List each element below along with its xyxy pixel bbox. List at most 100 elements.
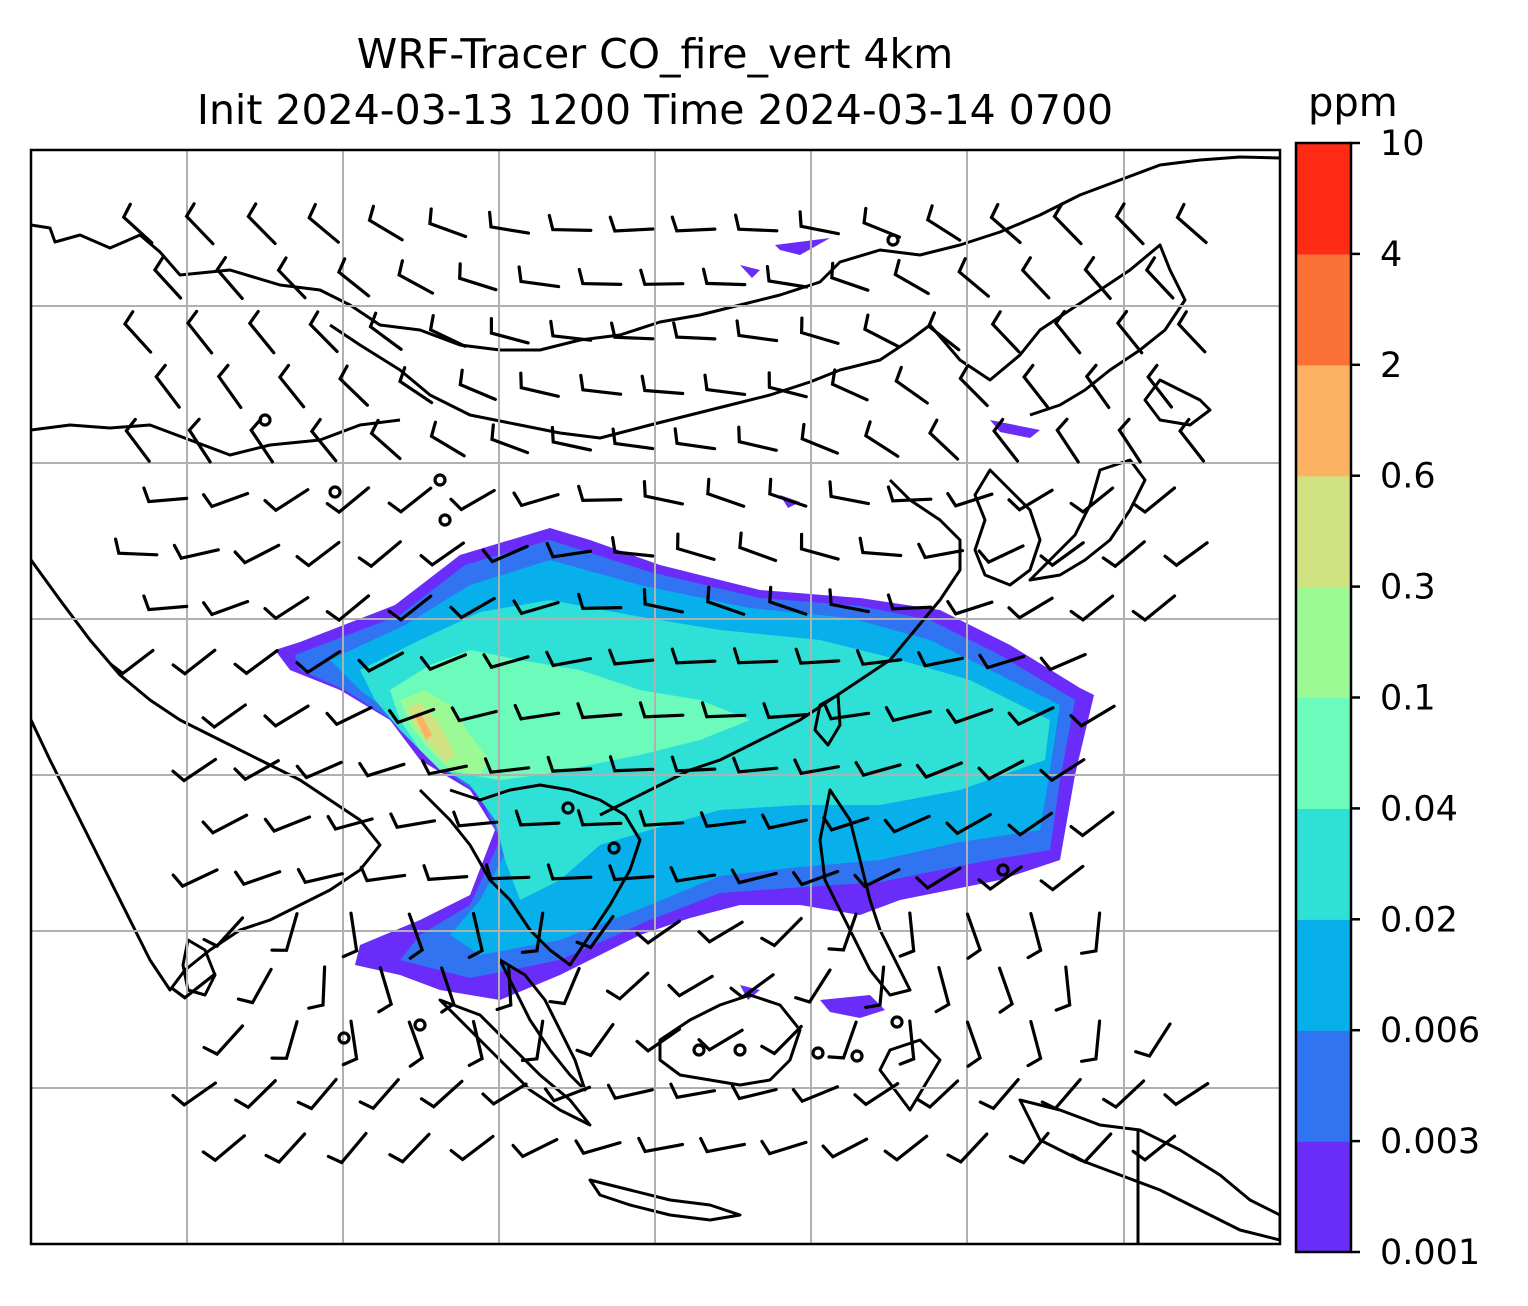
wind-barb [277, 363, 306, 409]
wind-barb [234, 1079, 277, 1110]
wind-barb [765, 265, 809, 289]
wind-barb [1008, 1131, 1050, 1165]
wind-barb [638, 809, 685, 827]
wind-barb [172, 543, 220, 561]
wind-barb [827, 912, 858, 952]
wind-barb [916, 1079, 960, 1110]
wind-barb [821, 1137, 869, 1159]
wind-barb [490, 423, 530, 455]
wind-barb [545, 650, 593, 668]
wind-barb [957, 257, 990, 298]
wind-barb [1039, 864, 1085, 892]
calm-wind-circle [692, 1043, 706, 1057]
wind-barb [546, 755, 593, 773]
wind-barb [513, 703, 561, 721]
wind-barb [697, 920, 744, 944]
wind-barb [997, 966, 1015, 1014]
calm-wind-circle [337, 1031, 351, 1045]
wind-barb [388, 707, 436, 725]
wind-barb [489, 317, 530, 345]
wind-barb [1083, 256, 1112, 300]
wind-barb [760, 916, 803, 948]
wind-barb [481, 1082, 528, 1106]
wind-barb [737, 425, 778, 452]
wind-barb [768, 477, 808, 508]
wind-barb [511, 1138, 559, 1159]
wind-barb [270, 912, 299, 952]
wind-barb [735, 319, 779, 343]
wind-barb [917, 651, 964, 668]
wind-barb [886, 485, 933, 503]
coastline-sulawesi [878, 1038, 942, 1112]
wind-barb [1080, 911, 1102, 955]
wind-barb [732, 756, 779, 774]
wind-barb [428, 207, 468, 239]
wind-barb [548, 966, 581, 1006]
wind-barb [1007, 811, 1054, 837]
wind-barb [1070, 1132, 1113, 1164]
wind-barb [732, 647, 779, 665]
wind-barb [440, 966, 456, 1014]
wind-barb [830, 261, 870, 292]
wind-barb [358, 1078, 400, 1111]
wind-barb [1069, 594, 1115, 622]
wind-barb [1144, 256, 1175, 300]
wind-barb [635, 919, 681, 945]
wind-barb [827, 1020, 858, 1060]
wind-barb [1054, 965, 1072, 1012]
colorbar: 0.001 0.003 0.006 0.02 0.04 0.1 0.3 0.6 2 4 10 [1294, 124, 1480, 1273]
colorbar-tick-label: 0.001 [1380, 1233, 1480, 1273]
wind-barb [421, 759, 468, 776]
wind-barb [263, 815, 312, 833]
calm-wind-circle [328, 485, 342, 499]
wind-barb [488, 210, 531, 235]
wind-barb [706, 477, 746, 508]
wind-barb [458, 368, 497, 401]
wind-barb [734, 213, 779, 233]
wind-barb [276, 256, 307, 300]
wind-barb [495, 965, 513, 1012]
wind-barb [1178, 417, 1206, 463]
wind-barb [429, 420, 466, 458]
wind-barb [853, 868, 901, 889]
coastline-new-guinea [1018, 1098, 1280, 1242]
wind-barb [925, 204, 962, 242]
wind-barb [1007, 596, 1054, 620]
wind-barb [977, 544, 1025, 565]
wind-barb [520, 1019, 545, 1062]
wind-barb [946, 708, 994, 725]
wind-barb [295, 760, 343, 780]
wind-barb [357, 540, 402, 569]
wind-barb [264, 1132, 307, 1164]
wind-barb [388, 1132, 431, 1164]
wind-barb [185, 309, 214, 355]
wind-barb [670, 215, 717, 233]
colorbar-tick-label: 0.3 [1380, 568, 1436, 608]
wind-barb [670, 647, 717, 665]
calm-wind-circle [850, 1049, 864, 1063]
wind-barb [547, 213, 593, 232]
wind-barb [792, 869, 840, 887]
wind-barb [858, 536, 903, 558]
wind-barb [729, 973, 775, 1000]
wind-barb [233, 649, 279, 676]
colorbar-segment [1296, 143, 1351, 255]
coastline-philippines [818, 788, 912, 997]
wind-barb [863, 420, 900, 458]
wind-barb [201, 1134, 246, 1163]
wind-barb [703, 373, 747, 396]
wind-barb [1039, 758, 1086, 783]
wind-barb [669, 866, 717, 883]
wind-barb [992, 417, 1020, 463]
wind-barb [699, 1137, 746, 1154]
calm-wind-circle [258, 413, 272, 427]
wind-barb [325, 706, 373, 727]
wind-barb [422, 864, 469, 882]
wind-barb [296, 867, 344, 885]
wind-barb [864, 965, 886, 1009]
wind-barb [270, 1020, 299, 1060]
wind-barb [794, 647, 841, 665]
wind-barb [883, 814, 931, 834]
wind-barb [109, 648, 155, 676]
